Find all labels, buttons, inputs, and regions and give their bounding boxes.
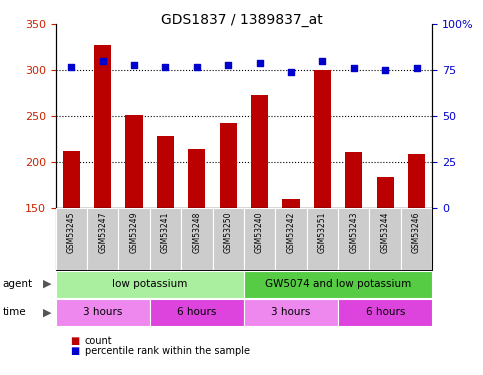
Point bbox=[256, 60, 264, 66]
Text: GSM53244: GSM53244 bbox=[381, 211, 390, 253]
Bar bbox=[181, 208, 213, 270]
Bar bbox=[283, 199, 299, 208]
Bar bbox=[150, 208, 181, 270]
Bar bbox=[220, 123, 237, 208]
Point bbox=[130, 62, 138, 68]
Text: GSM53250: GSM53250 bbox=[224, 211, 233, 253]
Bar bbox=[63, 151, 80, 208]
Text: GW5074 and low potassium: GW5074 and low potassium bbox=[265, 279, 411, 289]
Bar bbox=[213, 208, 244, 270]
Text: GSM53249: GSM53249 bbox=[129, 211, 139, 253]
Bar bbox=[56, 208, 87, 270]
Bar bbox=[244, 298, 338, 326]
Bar bbox=[188, 149, 205, 208]
Point bbox=[224, 62, 232, 68]
Point bbox=[193, 64, 201, 70]
Text: ■: ■ bbox=[70, 336, 79, 346]
Bar bbox=[87, 208, 118, 270]
Bar bbox=[56, 298, 150, 326]
Bar bbox=[408, 154, 425, 208]
Text: GDS1837 / 1389837_at: GDS1837 / 1389837_at bbox=[161, 13, 322, 27]
Bar bbox=[377, 177, 394, 208]
Bar bbox=[56, 271, 244, 298]
Text: agent: agent bbox=[2, 279, 32, 289]
Text: GSM53251: GSM53251 bbox=[318, 211, 327, 253]
Point bbox=[161, 64, 170, 70]
Bar bbox=[345, 152, 362, 208]
Text: count: count bbox=[85, 336, 112, 346]
Bar bbox=[401, 208, 432, 270]
Bar bbox=[94, 45, 111, 208]
Bar bbox=[314, 70, 331, 208]
Text: 6 hours: 6 hours bbox=[177, 307, 216, 317]
Bar bbox=[369, 208, 401, 270]
Text: percentile rank within the sample: percentile rank within the sample bbox=[85, 346, 250, 356]
Text: GSM53241: GSM53241 bbox=[161, 211, 170, 253]
Bar bbox=[244, 271, 432, 298]
Point bbox=[99, 58, 107, 64]
Bar bbox=[126, 116, 142, 208]
Bar bbox=[275, 208, 307, 270]
Text: ▶: ▶ bbox=[43, 307, 51, 317]
Text: time: time bbox=[2, 307, 26, 317]
Bar bbox=[244, 208, 275, 270]
Text: GSM53248: GSM53248 bbox=[192, 211, 201, 253]
Bar bbox=[157, 136, 174, 208]
Text: GSM53243: GSM53243 bbox=[349, 211, 358, 253]
Bar bbox=[150, 298, 244, 326]
Text: 3 hours: 3 hours bbox=[83, 307, 122, 317]
Text: ■: ■ bbox=[70, 346, 79, 356]
Text: GSM53242: GSM53242 bbox=[286, 211, 296, 253]
Text: GSM53245: GSM53245 bbox=[67, 211, 76, 253]
Point bbox=[319, 58, 327, 64]
Point bbox=[412, 66, 420, 72]
Bar bbox=[118, 208, 150, 270]
Point bbox=[382, 68, 389, 74]
Text: GSM53247: GSM53247 bbox=[98, 211, 107, 253]
Text: GSM53246: GSM53246 bbox=[412, 211, 421, 253]
Bar bbox=[307, 208, 338, 270]
Point bbox=[350, 66, 357, 72]
Text: 6 hours: 6 hours bbox=[366, 307, 405, 317]
Bar bbox=[338, 208, 369, 270]
Text: 3 hours: 3 hours bbox=[271, 307, 311, 317]
Bar bbox=[338, 298, 432, 326]
Text: low potassium: low potassium bbox=[112, 279, 187, 289]
Bar bbox=[251, 95, 268, 208]
Text: GSM53240: GSM53240 bbox=[255, 211, 264, 253]
Text: ▶: ▶ bbox=[43, 279, 51, 289]
Point bbox=[287, 69, 295, 75]
Point bbox=[68, 64, 75, 70]
